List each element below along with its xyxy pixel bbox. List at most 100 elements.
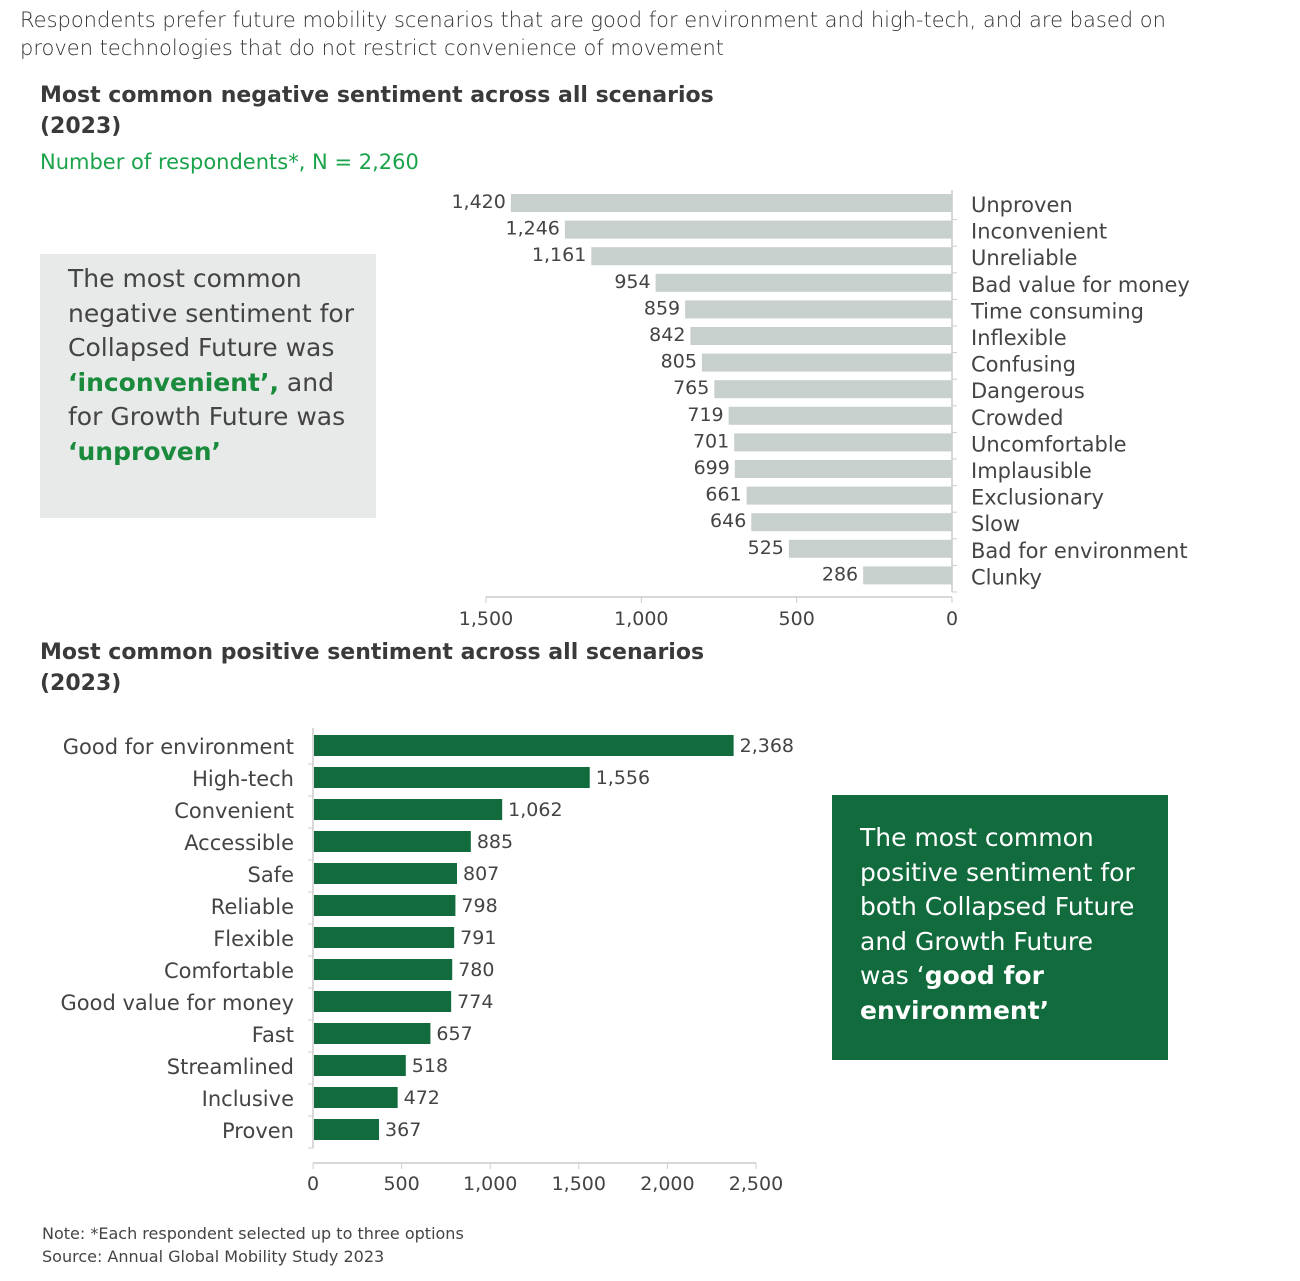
bar: [314, 1023, 431, 1044]
value-label: 661: [705, 484, 741, 506]
bar: [314, 1087, 398, 1108]
x-tick-label: 1,000: [614, 608, 668, 630]
category-label: Dangerous: [971, 379, 1085, 403]
callout-text: The most common positive sentiment for b…: [860, 823, 1135, 990]
value-label: 1,420: [451, 191, 505, 213]
x-tick-label: 1,500: [459, 608, 513, 630]
value-label: 657: [436, 1023, 472, 1045]
value-label: 805: [661, 351, 697, 373]
bar: [314, 991, 452, 1012]
note-text: Note: *Each respondent selected up to th…: [42, 1224, 464, 1243]
bar: [734, 460, 952, 478]
value-label: 472: [404, 1087, 440, 1109]
category-label: Flexible: [213, 927, 294, 951]
value-label: 699: [694, 457, 730, 479]
category-label: Convenient: [174, 799, 294, 823]
value-label: 954: [614, 271, 650, 293]
bar: [751, 513, 952, 532]
x-tick-label: 1,500: [552, 1173, 606, 1195]
bar: [314, 831, 471, 852]
value-label: 791: [460, 927, 496, 949]
value-label: 780: [458, 959, 494, 981]
value-label: 842: [649, 324, 685, 346]
positive-callout: The most common positive sentiment for b…: [832, 795, 1168, 1060]
bar: [690, 327, 952, 345]
callout-text: The most common negative sentiment for C…: [68, 264, 354, 362]
value-label: 859: [644, 297, 680, 319]
footnote: Note: *Each respondent selected up to th…: [42, 1222, 464, 1268]
category-label: Comfortable: [164, 959, 294, 983]
value-label: 798: [461, 895, 497, 917]
bar: [314, 735, 734, 756]
category-label: Inconvenient: [971, 220, 1107, 244]
x-tick-label: 500: [779, 608, 815, 630]
headline: Respondents prefer future mobility scena…: [20, 8, 1166, 60]
callout-highlight: good for environment’: [860, 961, 1050, 1025]
bar: [734, 433, 952, 452]
category-label: Confusing: [971, 353, 1076, 377]
value-label: 1,062: [508, 799, 562, 821]
category-label: Inclusive: [202, 1087, 294, 1111]
value-label: 765: [673, 377, 709, 399]
category-label: Crowded: [971, 406, 1063, 430]
category-label: Proven: [222, 1119, 294, 1143]
value-label: 1,161: [532, 244, 586, 266]
category-label: Exclusionary: [971, 486, 1104, 510]
x-tick-label: 2,000: [640, 1173, 694, 1195]
bar: [746, 486, 952, 505]
category-label: Uncomfortable: [971, 432, 1127, 456]
callout-text: and for Growth Future was: [68, 367, 346, 432]
category-label: Clunky: [971, 565, 1042, 589]
bar: [314, 927, 455, 948]
callout-highlight: ‘unproven’: [68, 436, 222, 466]
category-label: Inflexible: [971, 326, 1067, 350]
category-label: Fast: [252, 1023, 294, 1047]
category-label: Unreliable: [971, 246, 1077, 270]
bar: [314, 895, 456, 916]
category-label: Reliable: [211, 895, 294, 919]
bar: [314, 799, 503, 820]
x-tick-label: 1,000: [463, 1173, 517, 1195]
x-tick-label: 500: [383, 1173, 419, 1195]
bar: [314, 1119, 380, 1140]
category-label: Implausible: [971, 459, 1092, 483]
category-label: Safe: [247, 863, 294, 887]
bar: [564, 220, 952, 239]
x-tick-label: 2,500: [729, 1173, 783, 1195]
value-label: 885: [477, 831, 513, 853]
value-label: 2,368: [740, 735, 794, 757]
value-label: 1,246: [506, 218, 560, 240]
value-label: 646: [710, 510, 746, 532]
value-label: 807: [463, 863, 499, 885]
value-label: 774: [457, 991, 493, 1013]
value-label: 719: [687, 404, 723, 426]
source-text: Source: Annual Global Mobility Study 202…: [42, 1247, 385, 1266]
bar: [314, 863, 458, 884]
bar: [788, 539, 952, 558]
bar: [714, 380, 952, 399]
bar: [314, 959, 453, 980]
bar: [728, 406, 952, 425]
value-label: 518: [412, 1055, 448, 1077]
bar: [314, 767, 590, 788]
category-label: Bad value for money: [971, 273, 1190, 297]
negative-chart-subtitle: Number of respondents*, N = 2,260: [40, 150, 419, 174]
category-label: Good for environment: [63, 735, 294, 759]
category-label: Good value for money: [60, 991, 294, 1015]
positive-chart-title: Most common positive sentiment across al…: [40, 640, 705, 696]
value-label: 1,556: [596, 767, 650, 789]
category-label: Time consuming: [970, 299, 1144, 323]
bar: [863, 566, 952, 585]
x-tick-label: 0: [307, 1173, 319, 1195]
bar: [314, 1055, 406, 1076]
bar: [701, 353, 952, 372]
bar: [655, 273, 952, 292]
bar: [510, 194, 952, 212]
value-label: 286: [822, 563, 858, 585]
callout-highlight: ‘inconvenient’,: [68, 367, 279, 397]
category-label: Accessible: [184, 831, 294, 855]
negative-chart-title: Most common negative sentiment across al…: [40, 83, 714, 139]
x-tick-label: 0: [946, 608, 958, 630]
category-label: Streamlined: [167, 1055, 294, 1079]
